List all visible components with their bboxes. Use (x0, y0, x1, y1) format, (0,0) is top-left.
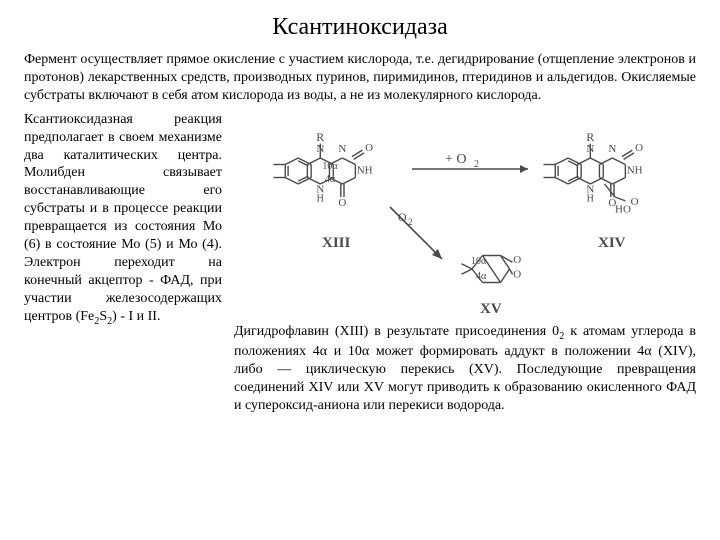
svg-text:10α: 10α (471, 255, 487, 266)
svg-text:HO: HO (615, 203, 631, 215)
right-column: NNNNHHOOR10α4αXIII+ O2NNNNHHOORHOOXIVO2O… (234, 111, 696, 415)
svg-text:4α: 4α (476, 270, 487, 281)
reaction-scheme: NNNNHHOOR10α4αXIII+ O2NNNNHHOORHOOXIVO2O… (234, 111, 696, 321)
svg-text:R: R (316, 130, 324, 144)
intro-paragraph: Фермент осуществляет прямое окисление с … (24, 51, 696, 105)
caption-paragraph: Дигидрофлавин (XIII) в результате присое… (234, 323, 696, 415)
svg-text:XIII: XIII (322, 235, 351, 251)
svg-text:2: 2 (408, 217, 413, 227)
svg-text:10α: 10α (322, 161, 338, 172)
svg-text:O: O (365, 142, 373, 154)
svg-text:NH: NH (357, 164, 373, 176)
svg-text:H: H (317, 193, 324, 204)
svg-text:XV: XV (480, 301, 502, 317)
svg-text:H: H (587, 193, 594, 204)
svg-text:N: N (608, 143, 616, 155)
svg-text:R: R (586, 130, 594, 144)
left-paragraph: Ксантиоксидазная реакция предполагает в … (24, 111, 222, 415)
content-row: Ксантиоксидазная реакция предполагает в … (24, 111, 696, 415)
page-title: Ксантиноксидаза (24, 14, 696, 41)
svg-text:N: N (338, 143, 346, 155)
svg-text:O: O (631, 196, 639, 208)
svg-text:O: O (513, 254, 521, 266)
svg-text:O: O (398, 210, 407, 224)
svg-text:O: O (338, 197, 346, 209)
svg-text:NH: NH (627, 164, 643, 176)
svg-text:XIV: XIV (598, 235, 626, 251)
svg-text:O: O (635, 142, 643, 154)
svg-text:+ O: + O (445, 152, 467, 167)
svg-text:O: O (513, 268, 521, 280)
svg-text:4α: 4α (325, 174, 336, 185)
